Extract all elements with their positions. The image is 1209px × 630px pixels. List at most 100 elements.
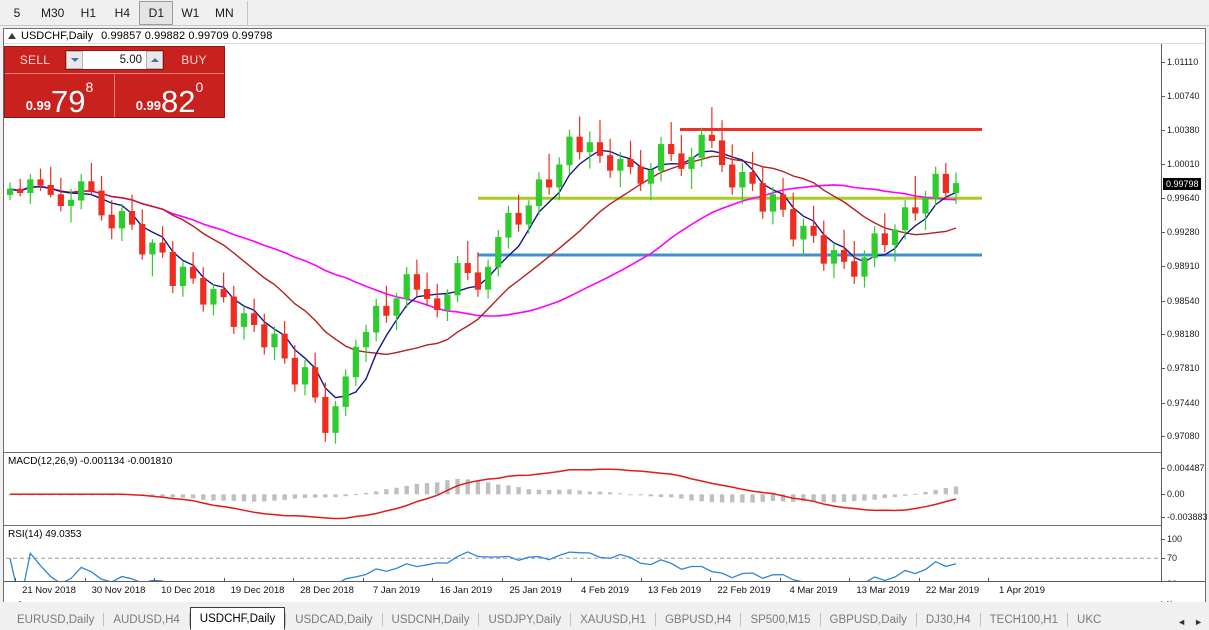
candlestick — [88, 162, 95, 195]
chart-tab-tech100-h1[interactable]: TECH100,H1 — [981, 609, 1067, 630]
macd-histogram-bar — [506, 485, 511, 495]
tab-divider — [188, 613, 190, 626]
chart-tab-gbpusd-h4[interactable]: GBPUSD,H4 — [656, 609, 740, 630]
macd-histogram-bar — [618, 493, 623, 495]
buy-button[interactable]: 0.99 82 0 — [114, 74, 224, 117]
macd-histogram-bar — [943, 487, 949, 495]
chart-tab-label: SP500,M15 — [750, 613, 811, 626]
timeframe-button-w1[interactable]: W1 — [173, 1, 207, 25]
date-axis-label: 21 Nov 2018 — [22, 585, 76, 596]
candlestick — [169, 241, 176, 294]
macd-pane[interactable]: MACD(12,26,9) -0.001134 -0.001810 — [4, 454, 1162, 526]
timeframe-button-h4[interactable]: H4 — [105, 1, 139, 25]
timeframe-button-mn[interactable]: MN — [207, 1, 241, 25]
macd-histogram-bar — [831, 494, 837, 503]
candlestick — [434, 283, 441, 318]
timeframe-button-d1[interactable]: D1 — [139, 0, 174, 25]
candlestick — [159, 226, 166, 258]
sell-label[interactable]: SELL — [19, 53, 51, 67]
macd-histogram-bar — [953, 486, 959, 495]
date-axis-label: 4 Feb 2019 — [580, 585, 630, 596]
tab-divider — [819, 613, 821, 626]
scroll-left-icon[interactable]: ◄ — [1177, 617, 1187, 627]
candlestick — [210, 283, 217, 316]
candlestick — [312, 352, 319, 403]
macd-histogram-bar — [902, 494, 908, 496]
chart-tab-gbpusd-daily[interactable]: GBPUSD,Daily — [821, 609, 916, 630]
chart-tab-usdchf-daily[interactable]: USDCHF,Daily — [189, 607, 286, 630]
candlestick — [586, 131, 593, 169]
scroll-right-icon[interactable]: ► — [1194, 617, 1203, 627]
chart-tab-usdcad-daily[interactable]: USDCAD,Daily — [286, 609, 381, 630]
buy-label[interactable]: BUY — [181, 53, 207, 67]
macd-histogram-bar — [353, 494, 359, 496]
candlestick — [871, 226, 878, 268]
macd-histogram-bar — [496, 484, 501, 495]
chart-tab-dj30-h4[interactable]: DJ30,H4 — [917, 609, 980, 630]
candlestick — [657, 136, 665, 182]
rsi-tick-label: 70 — [1162, 553, 1177, 563]
candlestick — [637, 149, 644, 191]
candlestick — [17, 178, 24, 197]
chart-tab-sp500-m15[interactable]: SP500,M15 — [741, 609, 819, 630]
candlestick — [556, 157, 563, 201]
volume-value[interactable]: 5.00 — [119, 54, 142, 66]
macd-histogram-bar — [221, 494, 226, 501]
candlestick — [779, 177, 787, 217]
date-axis-tick — [432, 578, 433, 582]
macd-histogram-bar — [872, 494, 877, 500]
volume-increment-button[interactable] — [146, 51, 163, 69]
macd-histogram-bar — [648, 494, 654, 497]
chart-tab-bar: EURUSD,Daily AUDUSD,H4 USDCHF,Daily USDCAD,… — [0, 602, 1209, 630]
macd-histogram-bar — [801, 494, 806, 502]
macd-histogram-bar — [292, 494, 298, 499]
candlestick — [403, 267, 410, 308]
chart-tab-ukc[interactable]: UKC — [1068, 609, 1110, 630]
date-axis[interactable]: 21 Nov 2018 30 Nov 2018 10 Dec 2018 19 Dec … — [4, 578, 1205, 601]
date-axis-tick — [223, 578, 225, 582]
tab-divider — [915, 613, 917, 626]
collapse-triangle-icon[interactable] — [8, 33, 16, 39]
timeframe-button-5[interactable]: 5 — [0, 1, 34, 25]
macd-histogram-bar — [485, 482, 491, 495]
chart-tab-label: XAUUSD,H1 — [580, 613, 646, 626]
candlestick — [261, 313, 268, 355]
date-axis-label: 4 Mar 2019 — [789, 585, 838, 596]
macd-histogram-bar — [892, 494, 898, 498]
macd-histogram-bar — [780, 494, 786, 502]
chart-tab-eurusd-daily[interactable]: EURUSD,Daily — [8, 609, 103, 630]
chart-tab-usdjpy-daily[interactable]: USDJPY,Daily — [479, 609, 570, 630]
chart-tab-audusd-h4[interactable]: AUDUSD,H4 — [104, 609, 188, 630]
candlestick — [515, 194, 522, 232]
macd-histogram-bar — [170, 494, 175, 498]
candlestick — [67, 189, 75, 223]
macd-histogram-bar — [719, 494, 725, 503]
candlestick — [251, 298, 258, 333]
candlestick — [952, 172, 960, 204]
macd-histogram-bar — [241, 494, 247, 502]
volume-stepper[interactable]: 5.00 — [65, 50, 164, 70]
candlestick — [6, 182, 14, 201]
candlestick — [383, 285, 390, 323]
macd-histogram-bar — [394, 487, 399, 495]
macd-histogram-bar — [689, 494, 694, 501]
macd-histogram-bar — [445, 480, 450, 495]
chart-tab-usdcnh-daily[interactable]: USDCNH,Daily — [383, 609, 479, 630]
candlestick — [230, 285, 237, 335]
candlestick — [739, 162, 746, 204]
chart-tab-xauusd-h1[interactable]: XAUUSD,H1 — [571, 609, 655, 630]
date-axis-label: 28 Dec 2018 — [300, 585, 354, 596]
sell-button[interactable]: 0.99 79 8 — [5, 74, 114, 117]
timeframe-button-m30[interactable]: M30 — [34, 1, 71, 25]
timeframe-button-h1[interactable]: H1 — [71, 1, 105, 25]
price-tick-label: 1.01110 — [1162, 57, 1198, 67]
macd-histogram-bar — [546, 490, 552, 495]
volume-decrement-button[interactable] — [66, 51, 83, 69]
candlestick — [444, 289, 451, 322]
candlestick — [678, 135, 685, 176]
tab-scroll-controls[interactable]: ◄ ► — [1177, 617, 1209, 630]
one-click-trade-panel[interactable]: SELL 5.00 BUY 0.99 79 8 0.99 82 0 — [4, 46, 225, 118]
date-axis-tick — [779, 578, 781, 582]
chart-tab-label: GBPUSD,Daily — [829, 613, 907, 626]
macd-histogram-bar — [323, 494, 328, 498]
